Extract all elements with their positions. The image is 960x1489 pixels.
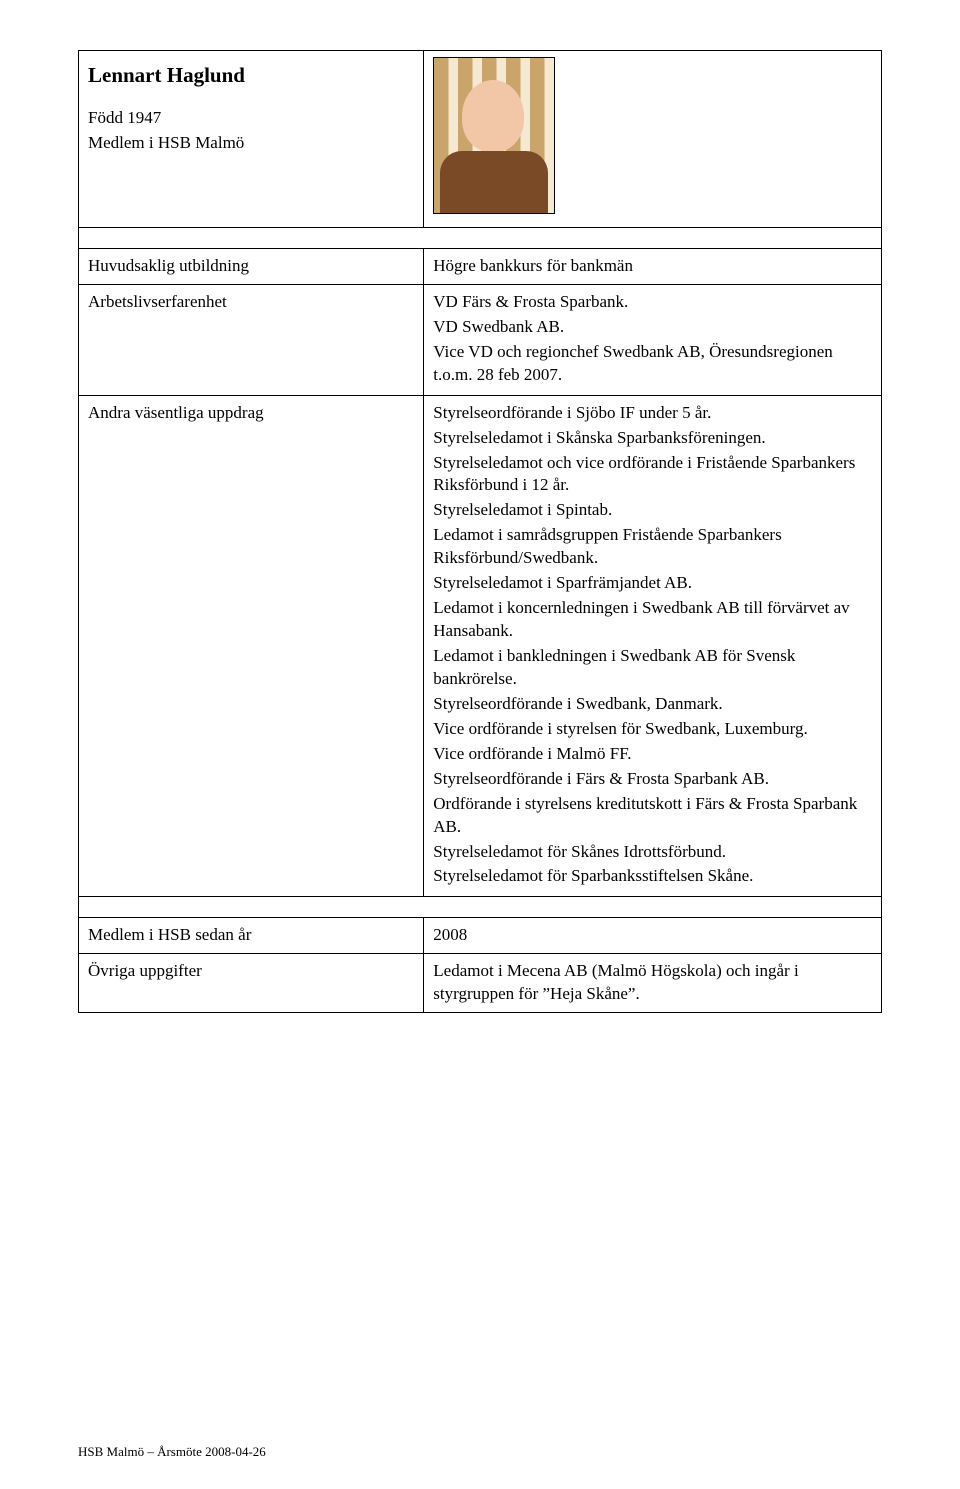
other-label: Andra väsentliga uppdrag	[79, 395, 424, 897]
since-value: 2008	[424, 918, 882, 954]
other-line: Styrelseledamot i Skånska Sparbanksfören…	[433, 427, 872, 450]
photo-cell	[424, 51, 882, 228]
page-footer: HSB Malmö – Årsmöte 2008-04-26	[78, 1443, 266, 1461]
other-line: Styrelseledamot för Sparbanksstiftelsen …	[433, 865, 872, 888]
other-line: Vice ordförande i styrelsen för Swedbank…	[433, 718, 872, 741]
header-row: Lennart Haglund Född 1947 Medlem i HSB M…	[79, 51, 882, 228]
header-cell: Lennart Haglund Född 1947 Medlem i HSB M…	[79, 51, 424, 228]
spacer-cell-2	[79, 897, 882, 918]
other-line: Styrelseledamot och vice ordförande i Fr…	[433, 452, 872, 498]
extra-row: Övriga uppgifter Ledamot i Mecena AB (Ma…	[79, 954, 882, 1013]
spacer-row-2	[79, 897, 882, 918]
work-label: Arbetslivserfarenhet	[79, 284, 424, 395]
other-line: Styrelseordförande i Färs & Frosta Sparb…	[433, 768, 872, 791]
education-row: Huvudsaklig utbildning Högre bankkurs fö…	[79, 248, 882, 284]
person-meta: Född 1947 Medlem i HSB Malmö	[88, 107, 414, 155]
spacer-cell	[79, 227, 882, 248]
other-line: Ordförande i styrelsens kreditutskott i …	[433, 793, 872, 839]
spacer-row	[79, 227, 882, 248]
other-line: Styrelseordförande i Swedbank, Danmark.	[433, 693, 872, 716]
other-value: Styrelseordförande i Sjöbo IF under 5 år…	[424, 395, 882, 897]
other-line: Ledamot i samrådsgruppen Fristående Spar…	[433, 524, 872, 570]
work-line: VD Swedbank AB.	[433, 316, 872, 339]
work-line: VD Färs & Frosta Sparbank.	[433, 291, 872, 314]
member-line: Medlem i HSB Malmö	[88, 132, 414, 155]
since-label: Medlem i HSB sedan år	[79, 918, 424, 954]
page: Lennart Haglund Född 1947 Medlem i HSB M…	[0, 0, 960, 1489]
other-line: Styrelseordförande i Sjöbo IF under 5 år…	[433, 402, 872, 425]
other-line: Ledamot i koncernledningen i Swedbank AB…	[433, 597, 872, 643]
work-line: Vice VD och regionchef Swedbank AB, Öres…	[433, 341, 872, 387]
person-name: Lennart Haglund	[88, 61, 414, 89]
work-value: VD Färs & Frosta Sparbank. VD Swedbank A…	[424, 284, 882, 395]
extra-value: Ledamot i Mecena AB (Malmö Högskola) och…	[424, 954, 882, 1013]
portrait-photo	[433, 57, 555, 214]
born-line: Född 1947	[88, 107, 414, 130]
work-row: Arbetslivserfarenhet VD Färs & Frosta Sp…	[79, 284, 882, 395]
extra-label: Övriga uppgifter	[79, 954, 424, 1013]
other-row: Andra väsentliga uppdrag Styrelseordföra…	[79, 395, 882, 897]
other-line: Vice ordförande i Malmö FF.	[433, 743, 872, 766]
bio-table: Lennart Haglund Född 1947 Medlem i HSB M…	[78, 50, 882, 1013]
since-row: Medlem i HSB sedan år 2008	[79, 918, 882, 954]
education-value: Högre bankkurs för bankmän	[424, 248, 882, 284]
other-line: Styrelseledamot i Sparfrämjandet AB.	[433, 572, 872, 595]
education-label: Huvudsaklig utbildning	[79, 248, 424, 284]
other-line: Styrelseledamot i Spintab.	[433, 499, 872, 522]
other-line: Styrelseledamot för Skånes Idrottsförbun…	[433, 841, 872, 864]
other-line: Ledamot i bankledningen i Swedbank AB fö…	[433, 645, 872, 691]
